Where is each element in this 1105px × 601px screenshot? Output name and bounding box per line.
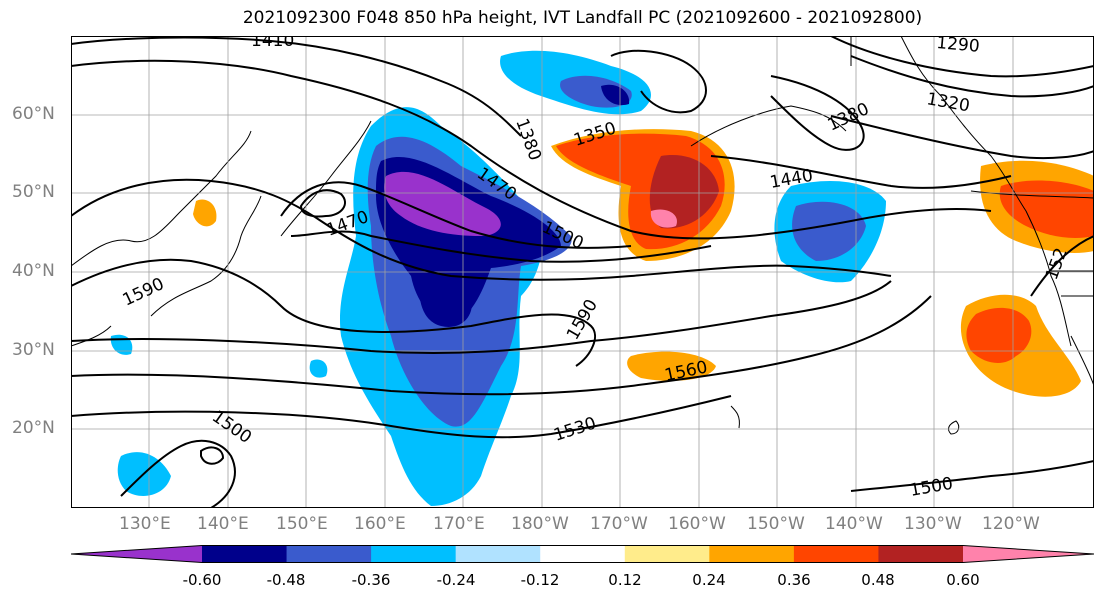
colorbar-segment	[878, 545, 964, 563]
lon-label: 140°W	[825, 514, 883, 534]
colorbar-tick-label: -0.60	[182, 571, 222, 589]
lon-label: 170°E	[433, 514, 485, 534]
lon-label: 160°E	[354, 514, 406, 534]
lon-label: 120°W	[982, 514, 1040, 534]
colorbar-tick-label: 0.12	[608, 571, 642, 589]
map-panel: 1410 1380 1350 1470 1470 1500 1290 1320 …	[71, 36, 1094, 508]
colorbar-segment	[71, 545, 202, 563]
coastlines	[71, 36, 1094, 435]
lat-label: 30°N	[12, 340, 55, 360]
colorbar-segment	[371, 545, 457, 563]
lon-label: 140°E	[197, 514, 249, 534]
colorbar-segment	[540, 545, 626, 563]
colorbar-tick-label: -0.12	[520, 571, 560, 589]
colorbar-tick-label: 0.60	[946, 571, 980, 589]
colorbar-segment	[709, 545, 795, 563]
colorbar	[71, 545, 1094, 563]
colorbar-segment	[455, 545, 541, 563]
lon-label: 170°W	[590, 514, 648, 534]
colorbar-segment	[963, 545, 1094, 563]
colorbar-tick-label: -0.36	[351, 571, 391, 589]
lon-label: 160°W	[668, 514, 726, 534]
colorbar-tick-label: 0.36	[777, 571, 811, 589]
lat-label: 20°N	[12, 418, 55, 438]
lat-label: 60°N	[12, 104, 55, 124]
colorbar-segment	[793, 545, 879, 563]
contour-label: 1410	[251, 36, 294, 51]
lon-label: 130°E	[119, 514, 171, 534]
lat-label: 40°N	[12, 261, 55, 281]
colorbar-segment	[624, 545, 710, 563]
map-title: 2021092300 F048 850 hPa height, IVT Land…	[242, 8, 923, 28]
colorbar-tick-label: 0.24	[692, 571, 726, 589]
lon-label: 180°W	[511, 514, 569, 534]
colorbar-tick-label: -0.48	[266, 571, 306, 589]
colorbar-segment	[202, 545, 288, 563]
colorbar-outline	[71, 545, 1094, 563]
lon-label: 150°W	[747, 514, 805, 534]
colorbar-tick-label: 0.48	[861, 571, 895, 589]
lon-label: 130°W	[904, 514, 962, 534]
colorbar-segment	[286, 545, 372, 563]
lat-label: 50°N	[12, 182, 55, 202]
lon-label: 150°E	[276, 514, 328, 534]
height-contours	[71, 36, 1094, 508]
colorbar-tick-label: -0.24	[436, 571, 476, 589]
ivt-positive-shading	[193, 129, 1094, 397]
contour-label: 1290	[936, 36, 981, 57]
